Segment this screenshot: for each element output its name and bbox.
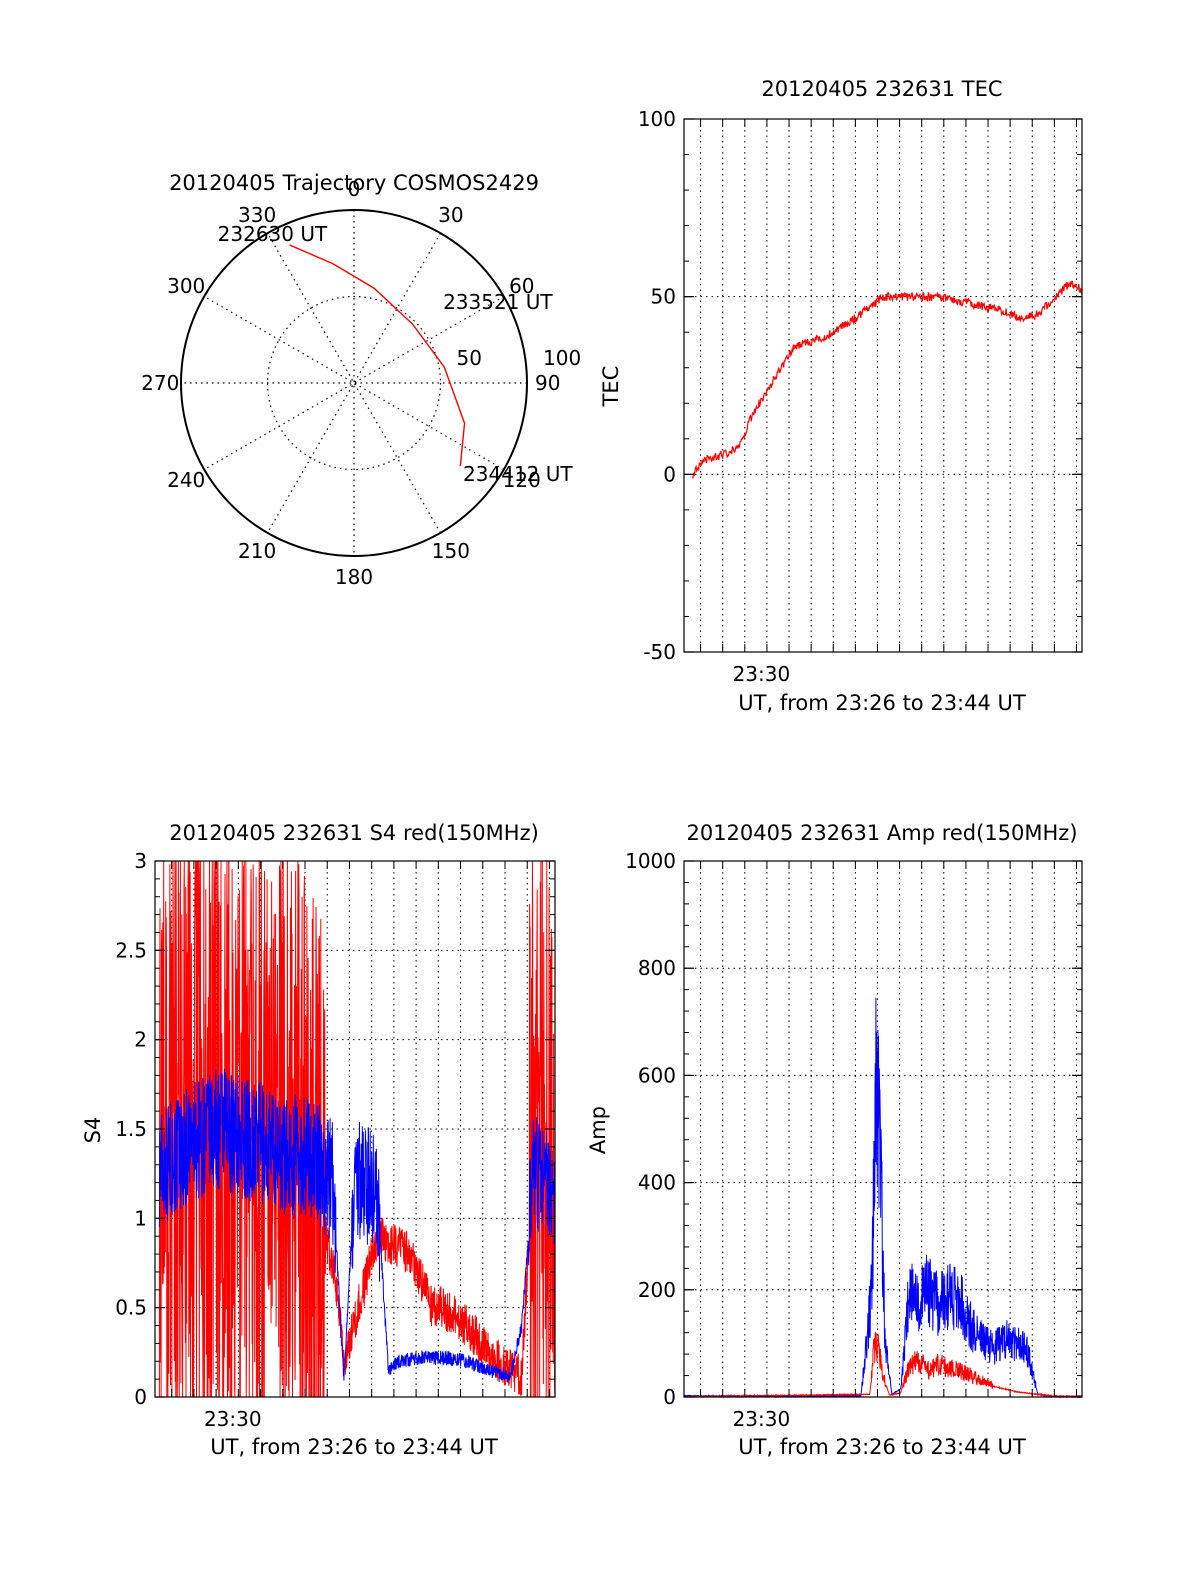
polar-time-annotation: 233521 UT [443, 290, 553, 314]
tec-y-axis-label: TEC [599, 366, 623, 408]
polar-time-annotation: 234412 UT [463, 462, 573, 486]
polar-angle-label: 60 [509, 274, 534, 298]
polar-spoke [203, 295, 505, 471]
plot-frame [683, 860, 1083, 1398]
polar-angle-label: 330 [238, 203, 276, 227]
series-line [158, 1068, 556, 1382]
polar-angle-label: 90 [535, 371, 560, 395]
y-tick-label: 800 [638, 956, 676, 980]
polar-angle-label: 240 [167, 468, 205, 492]
y-tick-label: 50 [651, 285, 676, 309]
y-tick-label: -50 [643, 640, 676, 664]
tec-x-axis-label: UT, from 23:26 to 23:44 UT [738, 691, 1026, 715]
series-line [692, 280, 1083, 479]
polar-angle-label: 0 [348, 177, 361, 201]
y-tick-label: 2 [134, 1028, 147, 1052]
polar-chart-title: 20120405 Trajectory COSMOS2429 [169, 171, 539, 195]
x-tick-label: 23:30 [733, 662, 791, 686]
amp-x-axis-label: UT, from 23:26 to 23:44 UT [738, 1435, 1026, 1459]
y-tick-label: 3 [134, 849, 147, 873]
polar-trajectory-chart: 20120405 Trajectory COSMOS2429 0 30 60 90 12… [141, 171, 581, 589]
polar-angle-label: 180 [335, 565, 373, 589]
amp-chart: 20120405 232631 Amp red(150MHz) 0 200 400 6… [586, 821, 1083, 1459]
y-tick-label: 100 [638, 107, 676, 131]
amp-y-axis-label: Amp [586, 1106, 610, 1154]
tec-chart-title: 20120405 232631 TEC [761, 77, 1002, 101]
x-tick-label: 23:30 [733, 1407, 791, 1431]
polar-series [289, 244, 466, 467]
polar-angle-label: 270 [141, 371, 179, 395]
polar-radial-label: 50 [457, 346, 482, 370]
y-tick-label: 600 [638, 1063, 676, 1087]
plot-frame [683, 118, 1083, 653]
series-line [683, 1331, 1083, 1399]
polar-angle-label: 120 [503, 468, 541, 492]
y-tick-label: 2.5 [115, 938, 147, 962]
polar-labels: 0 30 60 90 120 150 180 210 240 270 300 330 50 100 2326… [141, 177, 581, 589]
y-tick-label: 0 [134, 1385, 147, 1409]
polar-spoke [203, 295, 505, 471]
x-tick-label: 23:30 [204, 1407, 262, 1431]
y-tick-label: 1000 [625, 849, 676, 873]
tec-plot-area: -50 0 50 100 23:30 [638, 107, 1083, 686]
y-tick-label: 0 [663, 462, 676, 486]
y-tick-label: 1 [134, 1206, 147, 1230]
s4-x-axis-label: UT, from 23:26 to 23:44 UT [210, 1435, 498, 1459]
polar-trajectory-line [289, 244, 466, 467]
series-line [683, 997, 1083, 1399]
y-tick-label: 0.5 [115, 1296, 147, 1320]
s4-chart-title: 20120405 232631 S4 red(150MHz) [169, 821, 539, 845]
polar-inner-circle [266, 295, 442, 471]
y-tick-label: 1.5 [115, 1117, 147, 1141]
polar-spoke [266, 232, 442, 534]
polar-angle-label: 30 [438, 203, 463, 227]
polar-angle-label: 150 [432, 539, 470, 563]
polar-spoke [266, 232, 442, 534]
amp-chart-title: 20120405 232631 Amp red(150MHz) [686, 821, 1077, 845]
y-tick-label: 400 [638, 1171, 676, 1195]
tec-chart: 20120405 232631 TEC -50 0 50 100 23:30 UT, f… [599, 77, 1083, 715]
s4-y-axis-label: S4 [81, 1117, 105, 1144]
polar-radial-label: 100 [543, 346, 581, 370]
polar-grid [180, 209, 528, 557]
s4-chart: 20120405 232631 S4 red(150MHz) 0 0.5 1 1.5 2… [81, 821, 556, 1459]
polar-outer-circle [180, 209, 528, 557]
s4-plot-area: 0 0.5 1 1.5 2 2.5 3 23:30 [115, 849, 556, 1431]
amp-plot-area: 0 200 400 600 800 1000 23:30 [625, 849, 1083, 1431]
polar-angle-label: 210 [238, 539, 276, 563]
y-tick-label: 0 [663, 1385, 676, 1409]
polar-time-annotation: 232630 UT [218, 222, 328, 246]
y-tick-label: 200 [638, 1278, 676, 1302]
polar-angle-label: 300 [167, 274, 205, 298]
